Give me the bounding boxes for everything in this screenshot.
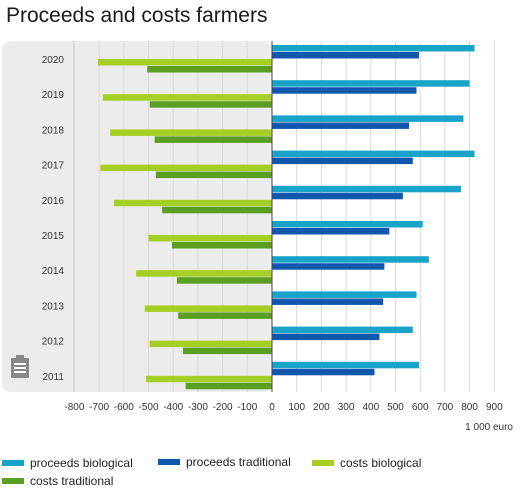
bar-proceeds-traditional-2014[interactable] [272, 263, 385, 270]
bar-costs-biological-2014[interactable] [136, 270, 272, 277]
year-label: 2011 [42, 372, 64, 383]
x-tick-label: 900 [486, 402, 503, 413]
legend-label: costs traditional [30, 474, 114, 488]
bar-proceeds-biological-2020[interactable] [272, 45, 475, 52]
x-tick-label: 0 [269, 402, 275, 413]
legend-swatch [312, 460, 334, 466]
legend-item-costs-traditional[interactable]: costs traditional [2, 474, 113, 488]
bar-proceeds-biological-2019[interactable] [272, 80, 470, 87]
year-label: 2019 [42, 90, 65, 101]
bar-proceeds-traditional-2015[interactable] [272, 228, 390, 235]
bar-costs-biological-2018[interactable] [110, 129, 272, 136]
legend-label: proceeds traditional [186, 455, 291, 469]
bar-proceeds-biological-2012[interactable] [272, 326, 413, 334]
bar-proceeds-biological-2018[interactable] [272, 115, 464, 122]
x-tick-label: -800 [64, 402, 84, 413]
bar-proceeds-biological-2017[interactable] [272, 150, 475, 158]
bar-proceeds-biological-2015[interactable] [272, 221, 423, 228]
bar-costs-biological-2012[interactable] [149, 340, 272, 348]
chart-title: Proceeds and costs farmers [6, 4, 268, 27]
legend-swatch [2, 478, 24, 484]
bar-proceeds-traditional-2012[interactable] [272, 333, 380, 341]
legend-item-costs-biological[interactable]: costs biological [312, 456, 421, 470]
x-tick-labels: -800 -700 -600 -500 -400 -300 -200 -100 0 100 200 3… [64, 402, 503, 413]
x-tick-label: 100 [288, 402, 305, 413]
x-tick-label: 300 [338, 402, 355, 413]
legend: proceeds biological proceeds traditional… [0, 448, 525, 500]
year-label: 2017 [42, 161, 65, 172]
x-tick-label: 600 [412, 402, 429, 413]
bar-proceeds-traditional-2018[interactable] [272, 122, 410, 129]
bars [97, 45, 475, 390]
bar-costs-traditional-2019[interactable] [149, 101, 272, 108]
bar-costs-biological-2011[interactable] [146, 375, 272, 383]
x-tick-label: 700 [437, 402, 454, 413]
bar-proceeds-traditional-2013[interactable] [272, 298, 384, 305]
bar-proceeds-biological-2011[interactable] [272, 361, 419, 369]
x-tick-label: -500 [138, 402, 158, 413]
legend-item-proceeds-biological[interactable]: proceeds biological [2, 456, 133, 470]
x-tick-label: -200 [213, 402, 233, 413]
bar-proceeds-biological-2014[interactable] [272, 256, 429, 263]
bar-costs-biological-2016[interactable] [113, 199, 272, 207]
legend-item-proceeds-traditional[interactable]: proceeds traditional [158, 455, 291, 469]
bar-costs-traditional-2012[interactable] [183, 347, 272, 355]
bar-costs-traditional-2013[interactable] [178, 312, 272, 319]
legend-swatch [2, 460, 24, 466]
x-tick-label: 800 [461, 402, 478, 413]
bar-proceeds-traditional-2011[interactable] [272, 368, 375, 376]
x-tick-label: -600 [114, 402, 134, 413]
year-label: 2013 [42, 301, 65, 312]
bar-costs-biological-2020[interactable] [97, 59, 273, 66]
bar-costs-biological-2019[interactable] [102, 94, 273, 101]
bar-proceeds-traditional-2017[interactable] [272, 157, 413, 165]
legend-label: costs biological [340, 456, 422, 470]
bar-costs-traditional-2017[interactable] [155, 171, 272, 179]
bar-costs-traditional-2020[interactable] [147, 66, 272, 73]
bar-costs-traditional-2016[interactable] [162, 206, 272, 214]
bar-proceeds-traditional-2020[interactable] [272, 52, 419, 59]
bar-costs-biological-2015[interactable] [148, 235, 273, 242]
bar-proceeds-traditional-2016[interactable] [272, 192, 403, 200]
year-labels: 2020 2019 2018 2017 2016 2015 2014 2013 2012 2011 [42, 55, 65, 383]
x-tick-label: 500 [387, 402, 404, 413]
year-label: 2016 [42, 196, 65, 207]
gridlines [73, 41, 495, 392]
year-label: 2012 [42, 337, 65, 348]
bar-costs-biological-2013[interactable] [144, 305, 272, 312]
bar-costs-biological-2017[interactable] [100, 164, 273, 172]
x-tick-label: -300 [188, 402, 208, 413]
bar-costs-traditional-2014[interactable] [176, 277, 272, 284]
x-tick-label: -100 [237, 402, 257, 413]
bar-proceeds-biological-2013[interactable] [272, 291, 417, 298]
bar-costs-traditional-2018[interactable] [154, 136, 272, 143]
year-label: 2014 [42, 266, 65, 277]
x-tick-label: 200 [313, 402, 330, 413]
bar-proceeds-biological-2016[interactable] [272, 185, 461, 193]
x-tick-label: -700 [89, 402, 109, 413]
year-label: 2015 [42, 231, 65, 242]
plot-background [2, 41, 272, 392]
year-label: 2020 [42, 55, 65, 66]
bar-costs-traditional-2015[interactable] [171, 242, 272, 249]
unit-label: 1 000 euro [465, 422, 513, 433]
data-table-icon[interactable] [10, 355, 30, 379]
x-tick-label: 400 [362, 402, 379, 413]
x-tick-label: -400 [163, 402, 183, 413]
year-label: 2018 [42, 125, 65, 136]
bar-costs-traditional-2011[interactable] [185, 382, 272, 390]
legend-swatch [158, 459, 180, 465]
bar-proceeds-traditional-2019[interactable] [272, 87, 417, 94]
legend-label: proceeds biological [30, 456, 133, 470]
